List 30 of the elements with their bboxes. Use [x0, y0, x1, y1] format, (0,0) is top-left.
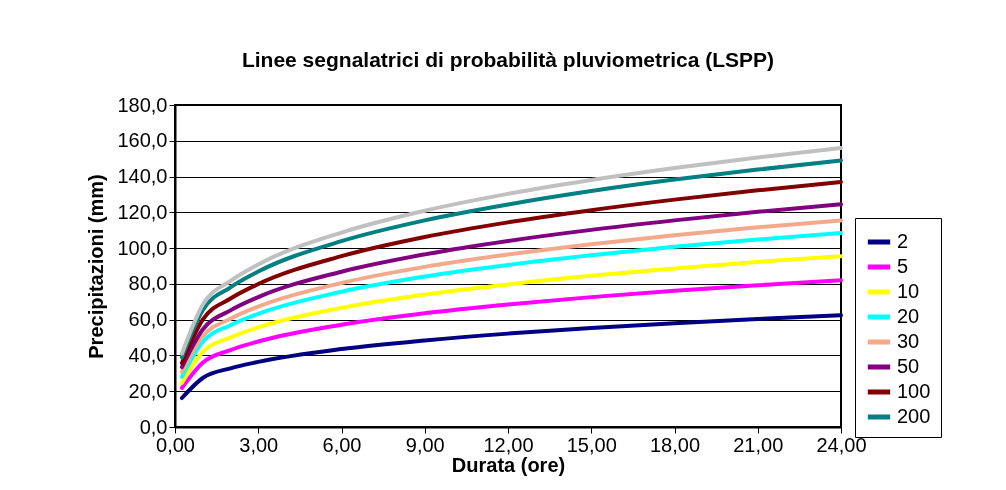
line-series [179, 278, 843, 390]
y-tick-label: 100,0 [117, 236, 168, 259]
x-tick-label: 12,00 [483, 433, 534, 456]
y-axis-title: Precipitazioni (mm) [85, 174, 108, 359]
y-tick-label: 60,0 [128, 308, 168, 331]
y-tick-label: 160,0 [117, 129, 168, 152]
y-tick-label: 120,0 [117, 200, 168, 223]
legend-label: 50 [897, 355, 920, 377]
legend-label: 5 [897, 255, 909, 277]
y-tick-label: 140,0 [117, 165, 168, 188]
y-tick-label: 180,0 [117, 93, 168, 116]
y-tick-label: 40,0 [128, 343, 168, 366]
line-series [179, 254, 843, 385]
x-tick-label: 21,00 [733, 433, 784, 456]
legend-label: 30 [897, 330, 920, 352]
x-tick-label: 24,00 [816, 433, 867, 456]
legend-label: 2 [897, 230, 909, 252]
legend-label: 100 [897, 380, 931, 402]
y-tick-label: 20,0 [128, 379, 168, 402]
x-tick-label: 9,00 [405, 433, 445, 456]
x-tick-label: 3,00 [239, 433, 279, 456]
legend-label: 20 [897, 305, 920, 327]
chart-title: Linee segnalatrici di probabilità pluviometrica (LSPP) [241, 48, 775, 71]
x-tick-label: 6,00 [322, 433, 362, 456]
line-series [179, 313, 843, 401]
y-tick-label: 80,0 [128, 272, 168, 295]
legend-label: 10 [897, 280, 920, 302]
x-tick-label: 18,00 [649, 433, 701, 456]
legend-label: 200 [897, 405, 931, 427]
x-tick-label: 15,00 [566, 433, 617, 456]
